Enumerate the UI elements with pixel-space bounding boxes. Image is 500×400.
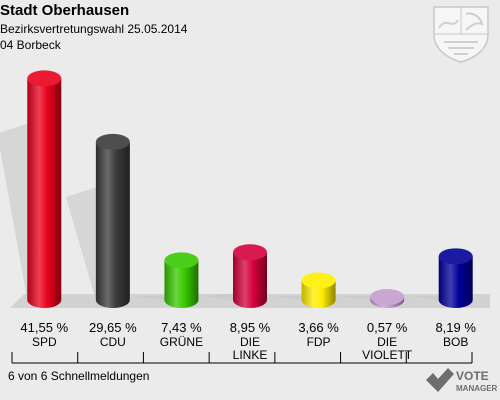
bar-cap	[301, 272, 336, 289]
bar-cdu	[95, 141, 130, 308]
value-label: 29,65 %	[88, 320, 137, 335]
category-label: DIE LINKE	[232, 335, 268, 362]
value-label: 8,95 %	[229, 320, 271, 335]
bars-group	[0, 70, 473, 308]
bar-cap	[95, 133, 130, 150]
logo-line-1: VOTE	[456, 369, 489, 383]
district-label: 04 Borbeck	[0, 38, 61, 52]
value-label: 8,19 %	[435, 320, 476, 335]
nrw-crest-icon	[433, 6, 489, 63]
category-label: FDP	[306, 335, 331, 349]
checkmark-icon	[426, 368, 454, 392]
bar-die-linke	[233, 252, 267, 308]
bar-grüne	[164, 260, 199, 308]
category-label: GRÜNE	[159, 335, 204, 349]
category-label: CDU	[99, 335, 126, 349]
bar-cap	[27, 70, 62, 87]
value-label: 3,66 %	[298, 320, 339, 335]
category-label: SPD	[31, 335, 57, 349]
value-label: 0,57 %	[366, 320, 408, 335]
category-label: DIE VIOLETT	[362, 335, 413, 362]
category-label: BOB	[443, 335, 469, 349]
vote-manager-logo: VOTE MANAGER	[426, 368, 498, 393]
bar-cap	[164, 252, 199, 269]
value-label: 7,43 %	[161, 320, 202, 335]
value-label: 41,55 %	[20, 320, 69, 335]
bar-spd	[27, 78, 62, 308]
bar-cap	[370, 288, 405, 305]
logo-line-2: MANAGER	[456, 384, 498, 393]
bar-bob	[438, 256, 473, 308]
bar-cap	[438, 248, 473, 265]
chart-title: Stadt Oberhausen	[0, 2, 130, 19]
report-status: 6 von 6 Schnellmeldungen	[8, 369, 150, 383]
bar-cap	[233, 244, 267, 261]
chart-subtitle: Bezirksvertretungswahl 25.05.2014	[0, 22, 188, 36]
